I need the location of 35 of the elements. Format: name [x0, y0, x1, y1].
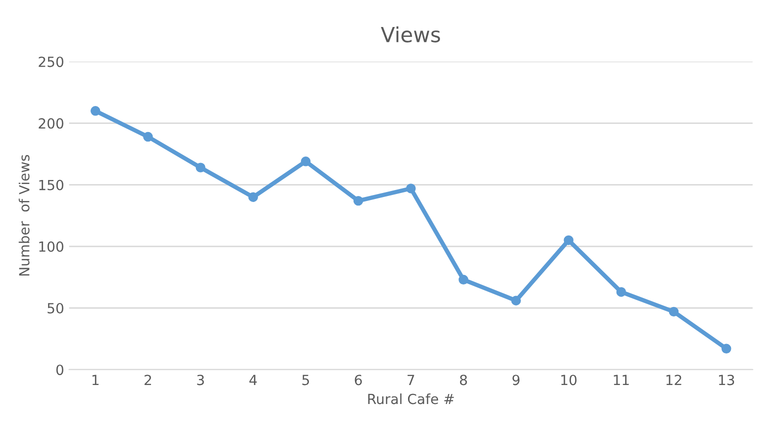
point: [721, 344, 732, 354]
x-tick-label: 4: [249, 374, 257, 386]
y-tick-label: 150: [39, 180, 64, 190]
x-tick-label: 1: [92, 374, 99, 386]
x-tick-label: 10: [561, 374, 577, 386]
x-axis-title: Rural Cafe #: [368, 393, 454, 404]
y-axis-title: Number of Views: [18, 154, 30, 276]
point: [143, 132, 153, 142]
x-tick-label: 12: [666, 374, 682, 386]
x-tick-label: 7: [408, 374, 414, 386]
x-tick-label: 5: [302, 374, 309, 386]
point: [90, 106, 100, 116]
y-tick-label: 50: [48, 302, 64, 314]
x-tick-label: 6: [354, 374, 362, 386]
x-tick-label: 11: [614, 374, 629, 386]
point: [511, 296, 521, 306]
point: [300, 156, 311, 166]
y-tick-label: 0: [56, 364, 64, 376]
x-tick-label: 13: [719, 374, 734, 386]
point: [406, 184, 416, 194]
point: [564, 235, 574, 246]
point: [616, 287, 626, 297]
point: [248, 192, 258, 202]
x-tick-label: 8: [460, 374, 467, 386]
point: [196, 162, 206, 172]
x-tick-label: 3: [197, 374, 204, 386]
point: [458, 274, 468, 285]
chart-title: Views: [380, 26, 440, 42]
y-tick-label: 100: [39, 241, 64, 252]
y-tick-label: 200: [38, 118, 64, 129]
y-tick-label: 250: [38, 56, 64, 68]
x-tick-label: 2: [144, 374, 152, 386]
point: [353, 196, 364, 206]
point: [668, 306, 679, 317]
x-tick-label: 9: [512, 374, 520, 386]
